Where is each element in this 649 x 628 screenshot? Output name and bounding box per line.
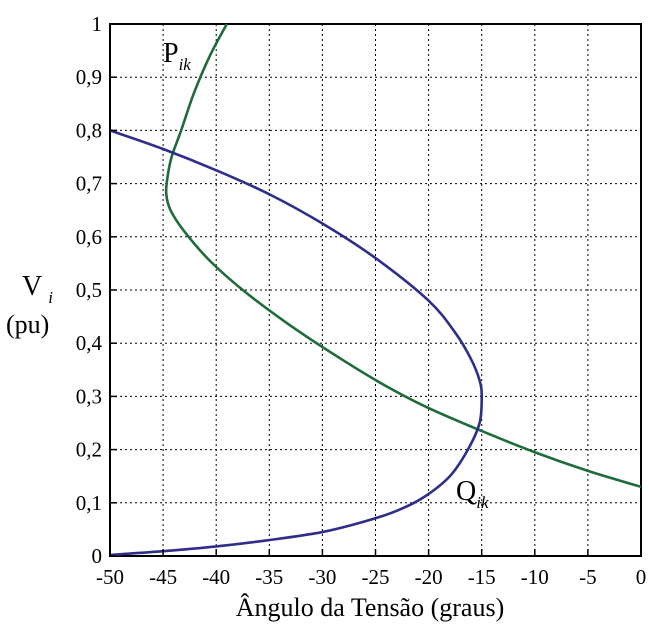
- x-tick-label: -45: [149, 565, 177, 589]
- series-line-p: [164, 23, 642, 489]
- x-tick-label: -25: [362, 565, 390, 589]
- series-layer: [109, 23, 642, 557]
- y-tick-label: 0: [92, 544, 103, 568]
- tick-labels: -50 -45 -40 -35 -30 -25 -20 -15 -10 -5 000,10,20,3…: [76, 12, 647, 589]
- y-tick-label: 0,5: [76, 278, 102, 302]
- x-tick-label: 0: [636, 565, 647, 589]
- series-label-p: Pik: [163, 38, 191, 74]
- y-tick-label: 0,4: [76, 331, 103, 355]
- x-tick-label: -50: [96, 565, 124, 589]
- grid-lines: [110, 24, 641, 556]
- y-tick-label: 0,1: [76, 491, 102, 515]
- x-tick-label: -30: [308, 565, 336, 589]
- y-tick-label: 0,2: [76, 438, 102, 462]
- y-tick-label: 0,3: [76, 384, 102, 408]
- y-axis-unit: (pu): [6, 310, 49, 339]
- y-tick-label: 0,7: [76, 172, 102, 196]
- y-tick-label: 0,6: [76, 225, 102, 249]
- x-tick-label: -35: [255, 565, 283, 589]
- x-axis-label: Ângulo da Tensão (graus): [236, 593, 504, 622]
- x-tick-label: -5: [579, 565, 597, 589]
- y-tick-label: 0,8: [76, 118, 102, 142]
- y-tick-label: 1: [92, 12, 103, 36]
- x-tick-label: -20: [415, 565, 443, 589]
- series-label-q: Qik: [456, 476, 489, 512]
- x-tick-label: -10: [521, 565, 549, 589]
- y-tick-label: 0,9: [76, 65, 102, 89]
- x-tick-label: -15: [468, 565, 496, 589]
- series-line-q: [109, 129, 484, 557]
- x-tick-label: -40: [202, 565, 230, 589]
